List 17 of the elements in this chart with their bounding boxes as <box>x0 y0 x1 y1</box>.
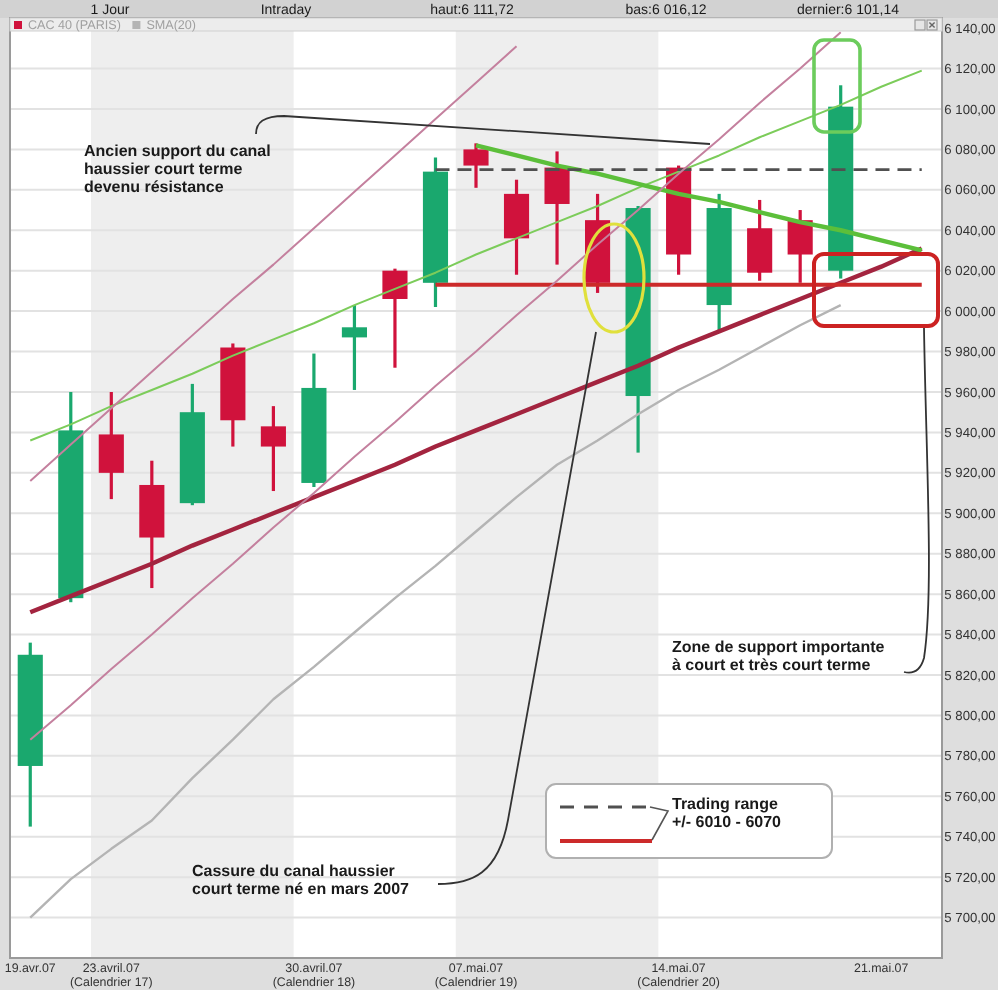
candlestick <box>503 178 530 277</box>
candlestick <box>463 141 489 190</box>
line-series <box>29 45 518 482</box>
candlestick <box>787 208 813 285</box>
candlestick <box>260 404 286 493</box>
annotation: Trading range +/- 6010 - 6070 <box>672 795 783 831</box>
candlestick <box>341 303 367 392</box>
candlestick <box>747 198 773 283</box>
line-series <box>473 143 924 253</box>
line-series <box>28 246 924 615</box>
annotation: Cassure du canal haussier court terme né en mars 2007 <box>192 862 411 898</box>
annotation: Zone de support importante à court et très court terme <box>672 638 886 674</box>
candlestick <box>544 149 570 267</box>
candlestick <box>382 267 408 370</box>
annotation: Ancien support du canal haussier court terme devenu résistance <box>84 142 271 196</box>
candlestick <box>98 390 124 501</box>
line-series <box>29 69 923 442</box>
